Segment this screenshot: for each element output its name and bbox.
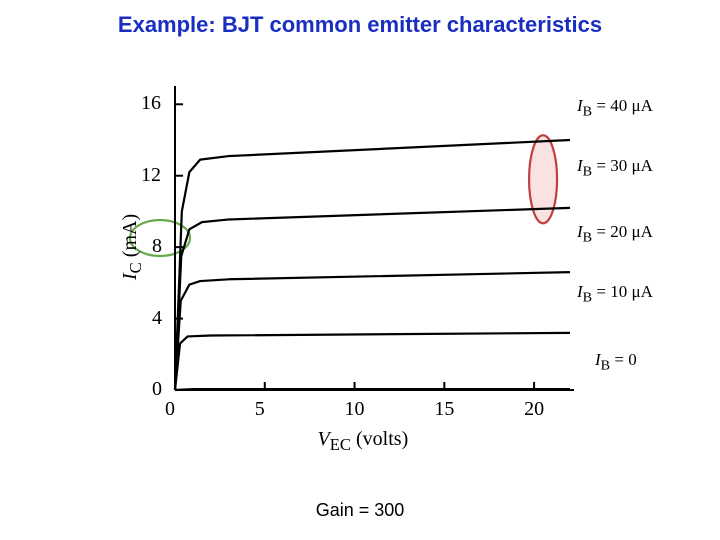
curve-label-ib10: IB = 10 μA	[577, 282, 653, 306]
y-tick-label: 12	[141, 164, 161, 187]
y-axis-title: IC (mA)	[119, 214, 146, 280]
curve-ib20	[175, 272, 570, 390]
x-tick-label: 10	[345, 398, 365, 421]
curve-label-ib20: IB = 20 μA	[577, 222, 653, 246]
curve-ib30	[175, 208, 570, 390]
curve-label-ib0: IB = 0	[595, 350, 637, 374]
x-tick-label: 5	[255, 398, 265, 421]
chart-container: 051015200481216VEC (volts)IC (mA)IB = 40…	[90, 70, 630, 470]
page-title: Example: BJT common emitter characterist…	[0, 12, 720, 38]
curve-label-ib40: IB = 40 μA	[577, 96, 653, 120]
y-tick-label: 0	[152, 378, 162, 401]
y-tick-label: 8	[152, 235, 162, 258]
x-axis-title: VEC (volts)	[318, 428, 409, 455]
page: { "title": { "text": "Example: BJT commo…	[0, 0, 720, 540]
y-tick-label: 4	[152, 307, 162, 330]
curve-ib10	[175, 333, 570, 390]
x-tick-label: 20	[524, 398, 544, 421]
x-tick-label: 15	[434, 398, 454, 421]
curve-ib40	[175, 140, 570, 390]
gain-text: Gain = 300	[0, 500, 720, 521]
y-tick-label: 16	[141, 92, 161, 115]
curve-ib0	[175, 389, 570, 390]
curve-label-ib30: IB = 30 μA	[577, 156, 653, 180]
x-tick-label: 0	[165, 398, 175, 421]
